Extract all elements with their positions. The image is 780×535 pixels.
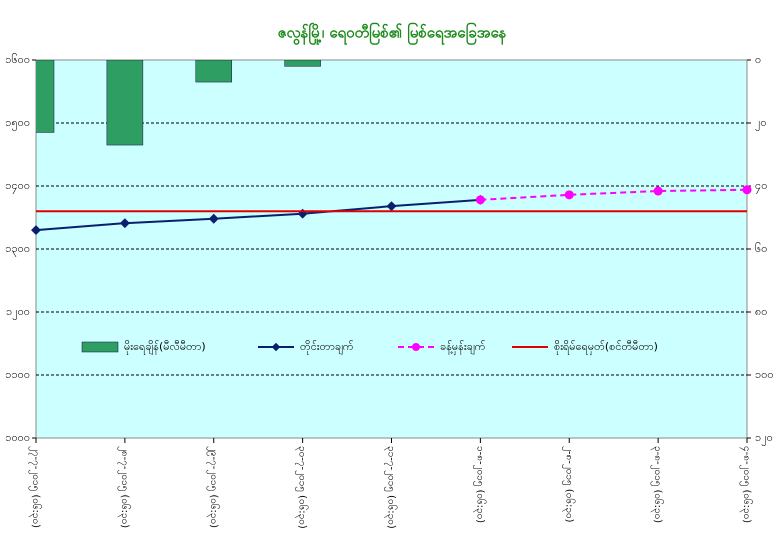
point: [475, 195, 485, 205]
legend-swatch: [81, 341, 119, 353]
chart-title: ဇလွန်မြို့၊ ရေဝတီမြစ်၏ မြစ်ရေအခြေအနေ: [278, 22, 507, 46]
series-line: [35, 198, 481, 232]
x-tick-label: ၂-၈-၂၀၁၅ (၀၆:၃၀): [561, 446, 576, 523]
point: [653, 186, 663, 196]
legend-label: တိုင်းတာချက်: [300, 340, 354, 355]
x-tick-label: ၃၀-၇-၂၀၁၅ (၀၆:၃၀): [295, 446, 310, 529]
point: [208, 213, 219, 224]
x-tick-label: ၁-၈-၂၀၁၅ (၀၆:၃၀): [472, 446, 487, 523]
legend-label: မိုးရေချိန်(မီလီမီတာ): [124, 340, 206, 355]
point: [386, 201, 397, 212]
series-line: [480, 188, 748, 201]
y2-tick-label: ၂၀: [755, 116, 767, 131]
bar: [36, 60, 55, 133]
y-tick-label: ၁၁၀၀: [5, 368, 30, 381]
bar: [106, 60, 144, 146]
y2-tick-label: ၁၀၀: [755, 368, 774, 381]
x-tick-label: ၃-၈-၂၀၁၅ (၀၆:၃၀): [650, 446, 665, 523]
x-tick-label: ၂၈-၇-၂၀၁၅ (၀၆:၃၀): [117, 446, 132, 528]
legend-label: စိုးရိမ်ရေမှတ်(စင်တီမီတာ): [554, 340, 658, 355]
legend-marker: [271, 342, 281, 352]
legend-marker: [412, 343, 420, 351]
y-tick-label: ၁၃၀၀: [5, 242, 30, 257]
y-tick-label: ၁၆၀၀: [5, 53, 30, 66]
bar: [195, 60, 232, 83]
x-tick-label: ၄-၈-၂၀၁၅ (၀၆:၃၀): [739, 446, 754, 523]
y2-tick-label: ၀: [755, 53, 761, 66]
point: [742, 185, 752, 195]
point: [31, 225, 41, 236]
y2-tick-label: ၄၀: [755, 179, 767, 194]
point: [119, 218, 130, 229]
y-tick-label: ၁၂၀၀: [6, 305, 30, 320]
y-tick-label: ၁၄၀၀: [5, 179, 30, 194]
y2-tick-label: ၁၂၀: [755, 431, 773, 446]
x-tick-label: ၃၁-၇-၂၀၁၅ (၀၆:၃၀): [384, 446, 399, 529]
y2-tick-label: ၈၀: [755, 305, 767, 318]
y-tick-label: ၁၀၀၀: [5, 431, 30, 444]
x-tick-label: ၂၉-၇-၂၀၁၅ (၀၆:၃၀): [206, 446, 221, 528]
legend-label: ခန့်မှန်းချက်: [440, 340, 486, 355]
point: [564, 190, 574, 200]
bar: [284, 60, 321, 67]
x-tick-label: ၂၇-၇-၂၀၁၅ (၀၆:၃၀): [28, 446, 43, 528]
y-tick-label: ၁၅၀၀: [5, 116, 30, 131]
y2-tick-label: ၆၀: [755, 242, 767, 255]
